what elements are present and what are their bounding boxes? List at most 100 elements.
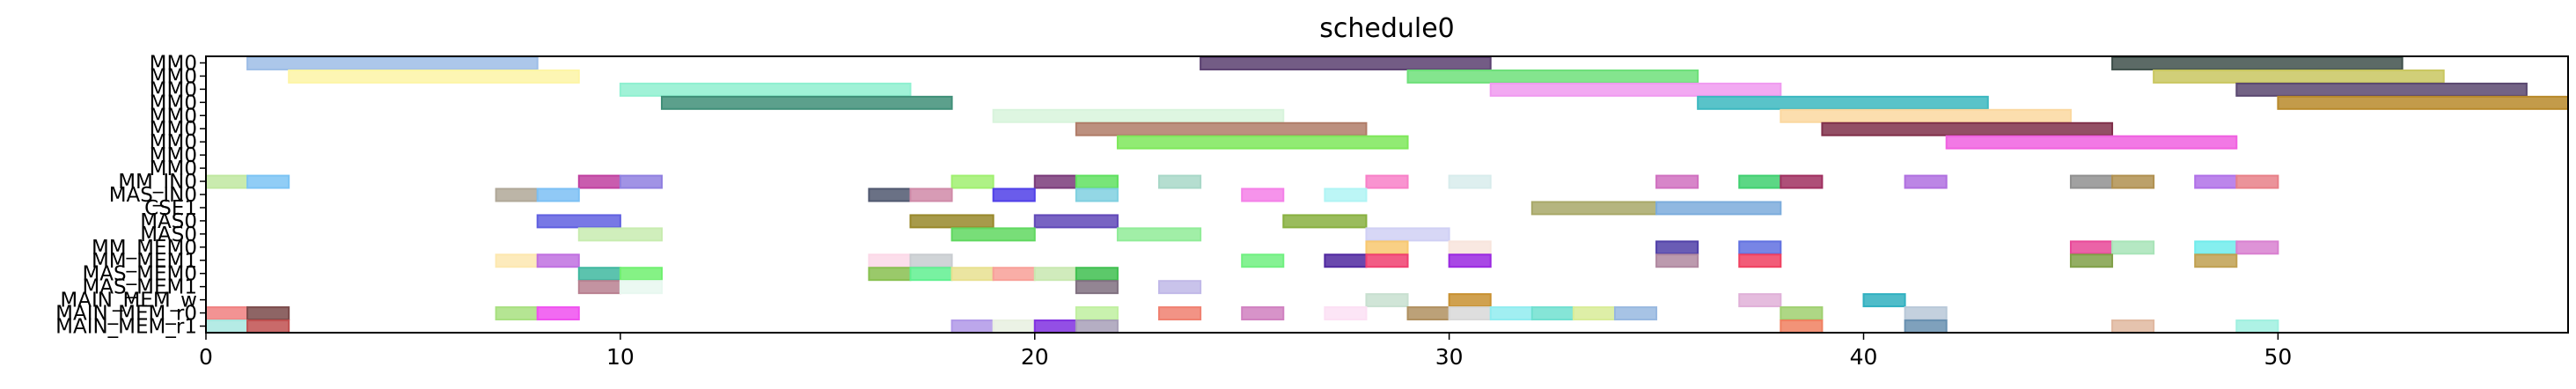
task-bar (246, 56, 539, 70)
task-bar (1365, 240, 1409, 255)
task-bar (660, 95, 953, 110)
task-bar (577, 267, 621, 282)
x-tick-label: 0 (199, 344, 213, 370)
task-bar (1697, 95, 1989, 110)
plot-frame (205, 55, 2569, 334)
y-tick-label: MM0 (150, 158, 197, 180)
task-bar (246, 319, 290, 334)
task-bar (1033, 267, 1077, 282)
task-bar (495, 253, 539, 268)
y-tick-label: MM0 (150, 65, 197, 88)
y-tick-label: MM0 (150, 52, 197, 75)
y-tick-label: MM_MEM1 (92, 250, 197, 273)
task-bar (868, 267, 912, 282)
task-bar (1241, 253, 1285, 268)
task-bar (1158, 306, 1202, 321)
y-tick-label: MAIN_MEM_r1 (55, 316, 197, 339)
task-bar (2153, 69, 2445, 84)
task-bar (1075, 306, 1119, 321)
task-bar (1448, 174, 1492, 189)
y-tick-label: MAS_MEM0 (82, 263, 197, 286)
task-bar (992, 187, 1036, 202)
task-bar (205, 319, 249, 334)
task-bar (1365, 227, 1450, 242)
x-tick-label: 20 (1021, 344, 1049, 370)
y-tick-label: MM0 (150, 118, 197, 141)
task-bar (1780, 306, 1824, 321)
task-bar (2069, 240, 2114, 255)
y-tick-label: MM0 (150, 78, 197, 101)
task-bar (288, 69, 580, 84)
task-bar (868, 253, 912, 268)
task-bar (2111, 174, 2155, 189)
x-tick-label: 30 (1435, 344, 1464, 370)
task-bar (1406, 69, 1699, 84)
task-bar (909, 214, 994, 229)
task-bar (1448, 306, 1492, 321)
task-bar (536, 187, 580, 202)
task-bar (1655, 174, 1699, 189)
task-bar (1738, 240, 1782, 255)
task-bar (2235, 82, 2528, 97)
task-bar (1241, 306, 1285, 321)
task-bar (950, 267, 994, 282)
task-bar (1075, 187, 1119, 202)
chart-title: schedule0 (1319, 13, 1455, 44)
task-bar (1572, 306, 1616, 321)
task-bar (536, 253, 580, 268)
task-bar (246, 306, 290, 321)
task-bar (2194, 174, 2238, 189)
task-bar (1489, 306, 1533, 321)
task-bar (619, 174, 663, 189)
task-bar (619, 267, 663, 282)
task-bar (1033, 174, 1077, 189)
task-bar (1158, 280, 1202, 295)
task-bar (992, 267, 1036, 282)
task-bar (1282, 214, 1368, 229)
task-bar (2069, 253, 2114, 268)
task-bar (1821, 121, 2114, 136)
task-bar (1324, 253, 1368, 268)
task-bar (1655, 253, 1699, 268)
y-tick-label: MM0 (150, 105, 197, 128)
task-bar (536, 214, 621, 229)
task-bar (2194, 240, 2238, 255)
task-bar (2111, 240, 2155, 255)
task-bar (1655, 201, 1782, 216)
y-tick-label: MM0 (150, 144, 197, 167)
task-bar (2235, 319, 2279, 334)
task-bar (1738, 293, 1782, 308)
task-bar (1862, 293, 1906, 308)
y-tick-label: MAIN_MEM_r0 (55, 303, 197, 326)
task-bar (1780, 108, 2072, 123)
task-bar (1489, 82, 1782, 97)
task-bar (1613, 306, 1658, 321)
task-bar (1448, 240, 1492, 255)
task-bar (536, 306, 580, 321)
task-bar (2235, 174, 2279, 189)
task-bar (619, 280, 663, 295)
task-bar (1738, 174, 1782, 189)
task-bar (1904, 319, 1948, 334)
task-bar (246, 174, 290, 189)
task-bar (1738, 253, 1782, 268)
y-tick-label: MM_MEM0 (92, 237, 197, 260)
task-bar (1075, 174, 1119, 189)
task-bar (577, 227, 663, 242)
task-bar (909, 187, 953, 202)
task-bar (495, 187, 539, 202)
y-tick-label: CSE1 (144, 197, 197, 220)
y-tick-label: MAIN_MEM_w (60, 290, 197, 312)
task-bar (992, 108, 1285, 123)
task-bar (950, 174, 994, 189)
task-bar (1075, 319, 1119, 334)
task-bar (1075, 121, 1368, 136)
task-bar (1365, 293, 1409, 308)
task-bar (950, 227, 1036, 242)
x-tick-label: 10 (606, 344, 635, 370)
y-tick-label: MM0 (150, 92, 197, 114)
task-bar (1780, 319, 1824, 334)
task-bars (205, 56, 2570, 334)
x-tick-label: 40 (1850, 344, 1878, 370)
